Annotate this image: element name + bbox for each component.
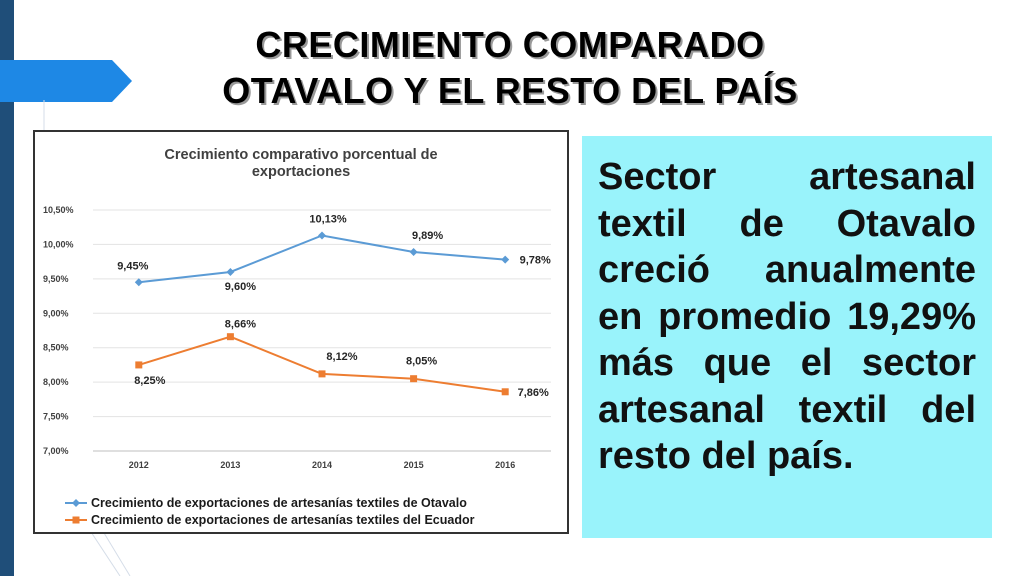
legend-label: Crecimiento de exportaciones de artesaní…: [91, 513, 475, 527]
data-point: [501, 255, 510, 264]
data-label: 10,13%: [309, 213, 347, 225]
y-tick-label: 7,50%: [43, 412, 69, 422]
series-line-1: [138, 234, 506, 284]
chart-series: 9,45% 9,60% 10,13% 9,89% 9,78% 8,25% 8,66% 8,12…: [117, 213, 551, 398]
x-tick-label: 2014: [312, 460, 332, 470]
data-label: 8,25%: [134, 375, 165, 387]
legend-marker: [72, 516, 80, 524]
data-point: [409, 248, 418, 257]
y-tick-label: 10,50%: [43, 205, 74, 215]
slide-accent-bar: [0, 0, 14, 576]
x-axis: 2012 2013 2014 2015 2016: [129, 460, 515, 470]
slide-title: CRECIMIENTO COMPARADO OTAVALO Y EL RESTO…: [140, 22, 880, 114]
legend-marker: [72, 499, 80, 507]
data-label: 8,66%: [225, 319, 256, 331]
y-tick-label: 8,50%: [43, 343, 69, 353]
data-point: [410, 375, 418, 383]
data-point: [318, 231, 326, 240]
chart-title-line-2: exportaciones: [252, 164, 350, 180]
data-point: [134, 278, 143, 287]
data-label: 9,60%: [225, 281, 256, 293]
y-tick-label: 9,50%: [43, 274, 69, 284]
chart-gridlines: [93, 209, 551, 452]
chart-title-line-1: Crecimiento comparativo porcentual de: [164, 147, 437, 163]
data-point: [318, 370, 326, 378]
data-point: [501, 388, 509, 396]
data-label: 9,78%: [520, 255, 551, 267]
y-tick-label: 9,00%: [43, 308, 69, 318]
y-tick-label: 7,00%: [43, 446, 69, 456]
data-point: [226, 267, 235, 276]
summary-text: Sector artesanal textil de Otavalo creci…: [598, 156, 976, 477]
data-label: 7,86%: [518, 387, 549, 399]
data-label: 8,05%: [406, 356, 437, 368]
line-chart: Crecimiento comparativo porcentual de ex…: [43, 147, 551, 527]
y-tick-label: 8,00%: [43, 377, 69, 387]
x-tick-label: 2012: [129, 460, 149, 470]
y-tick-label: 10,00%: [43, 239, 74, 249]
slide-title-line-1: CRECIMIENTO COMPARADO: [255, 24, 765, 65]
x-tick-label: 2013: [220, 460, 240, 470]
legend-label: Crecimiento de exportaciones de artesaní…: [91, 496, 467, 510]
data-label: 9,89%: [412, 230, 443, 242]
chart-panel: Crecimiento comparativo porcentual de ex…: [33, 130, 569, 534]
data-point: [135, 361, 143, 369]
slide-arrow-shape: [0, 60, 132, 102]
data-label: 8,12%: [326, 351, 357, 363]
series-line-2: [138, 335, 506, 393]
summary-text-box: Sector artesanal textil de Otavalo creci…: [582, 136, 992, 538]
y-axis: 10,50% 10,00% 9,50% 9,00% 8,50% 8,00% 7,50% 7,0…: [43, 205, 74, 456]
data-point: [226, 333, 234, 341]
chart-legend: Crecimiento de exportaciones de artesaní…: [65, 496, 475, 527]
x-tick-label: 2015: [404, 460, 424, 470]
slide-title-line-2: OTAVALO Y EL RESTO DEL PAÍS: [222, 70, 798, 111]
x-tick-label: 2016: [495, 460, 515, 470]
data-label: 9,45%: [117, 260, 148, 272]
